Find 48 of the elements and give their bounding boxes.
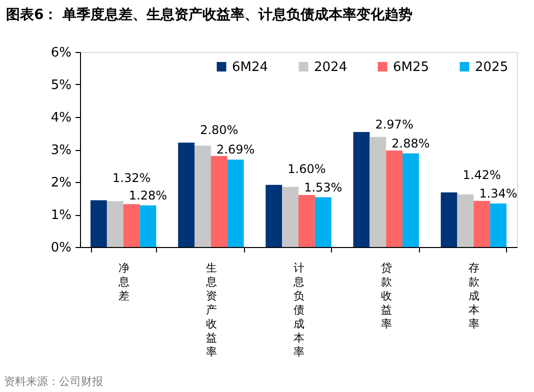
y-tick-label: 6% <box>50 46 72 60</box>
bar <box>402 153 419 247</box>
bar <box>474 200 490 247</box>
bar <box>457 194 474 247</box>
data-label: 2.69% <box>216 142 255 157</box>
y-tick-label: 1% <box>50 208 72 223</box>
y-tick-label: 5% <box>50 78 72 93</box>
y-tick-label: 2% <box>50 176 72 190</box>
x-tick-label: 贷款收益率 <box>381 262 392 330</box>
bar <box>106 201 124 247</box>
legend-label: 6M25 <box>393 60 430 75</box>
bar <box>266 184 282 247</box>
x-tick-label: 计息负债成本率 <box>292 262 304 358</box>
bar <box>123 204 140 247</box>
bar <box>140 205 156 247</box>
x-tick-label: 存款成本率 <box>468 262 480 330</box>
bar <box>227 160 244 247</box>
data-label: 1.28% <box>128 188 168 202</box>
bar <box>282 186 298 247</box>
bar <box>353 132 370 247</box>
data-label: 2.97% <box>375 117 414 132</box>
data-label: 2.80% <box>200 123 238 137</box>
bar <box>194 146 211 247</box>
x-tick-label: 生息资产收益率 <box>204 262 217 358</box>
bar <box>490 203 506 247</box>
data-label: 2.88% <box>392 136 430 150</box>
data-label: 1.32% <box>112 171 151 186</box>
data-label: 1.34% <box>479 186 518 200</box>
legend-label: 6M24 <box>232 60 268 75</box>
text: 资料来源：公司财报 <box>4 375 103 388</box>
y-tick-label: 0% <box>50 240 72 256</box>
bar <box>370 136 386 247</box>
y-tick-label: 3% <box>50 143 72 158</box>
bar <box>298 195 315 247</box>
bar <box>386 150 402 247</box>
bar <box>90 200 107 247</box>
x-tick-label: 净息差 <box>117 262 130 302</box>
legend-label: 2024 <box>314 60 348 75</box>
data-label: 1.60% <box>288 162 326 176</box>
bar <box>210 156 228 247</box>
legend-label: 2025 <box>475 60 508 75</box>
bar <box>314 197 332 247</box>
chart-title: 图表6： 单季度息差、生息资产收益率、计息负债成本率变化趋势 <box>6 6 413 23</box>
bar <box>440 192 458 247</box>
y-tick-label: 4% <box>50 110 72 126</box>
data-label: 1.42% <box>462 168 501 182</box>
data-label: 1.53% <box>304 180 342 194</box>
bar <box>178 142 195 247</box>
